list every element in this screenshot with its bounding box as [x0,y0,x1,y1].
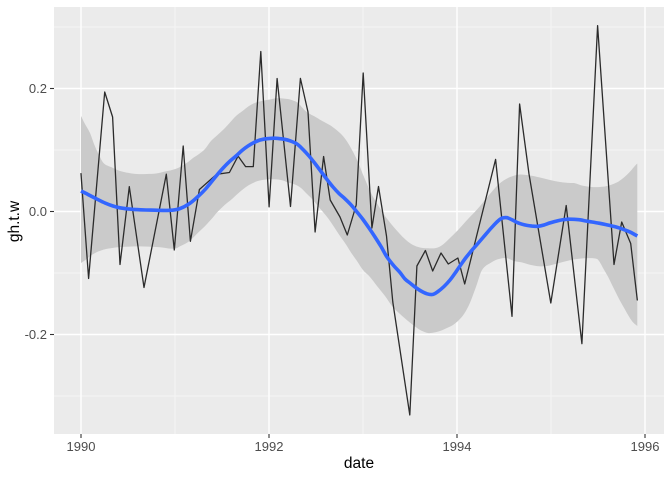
svg-text:0.2: 0.2 [29,81,47,96]
svg-text:gh.t.w: gh.t.w [6,200,23,242]
svg-text:1994: 1994 [443,439,472,454]
svg-text:1992: 1992 [255,439,284,454]
svg-text:0.0: 0.0 [29,204,47,219]
svg-text:-0.2: -0.2 [25,327,47,342]
svg-text:1990: 1990 [67,439,96,454]
svg-text:1996: 1996 [631,439,660,454]
svg-text:date: date [344,455,374,472]
